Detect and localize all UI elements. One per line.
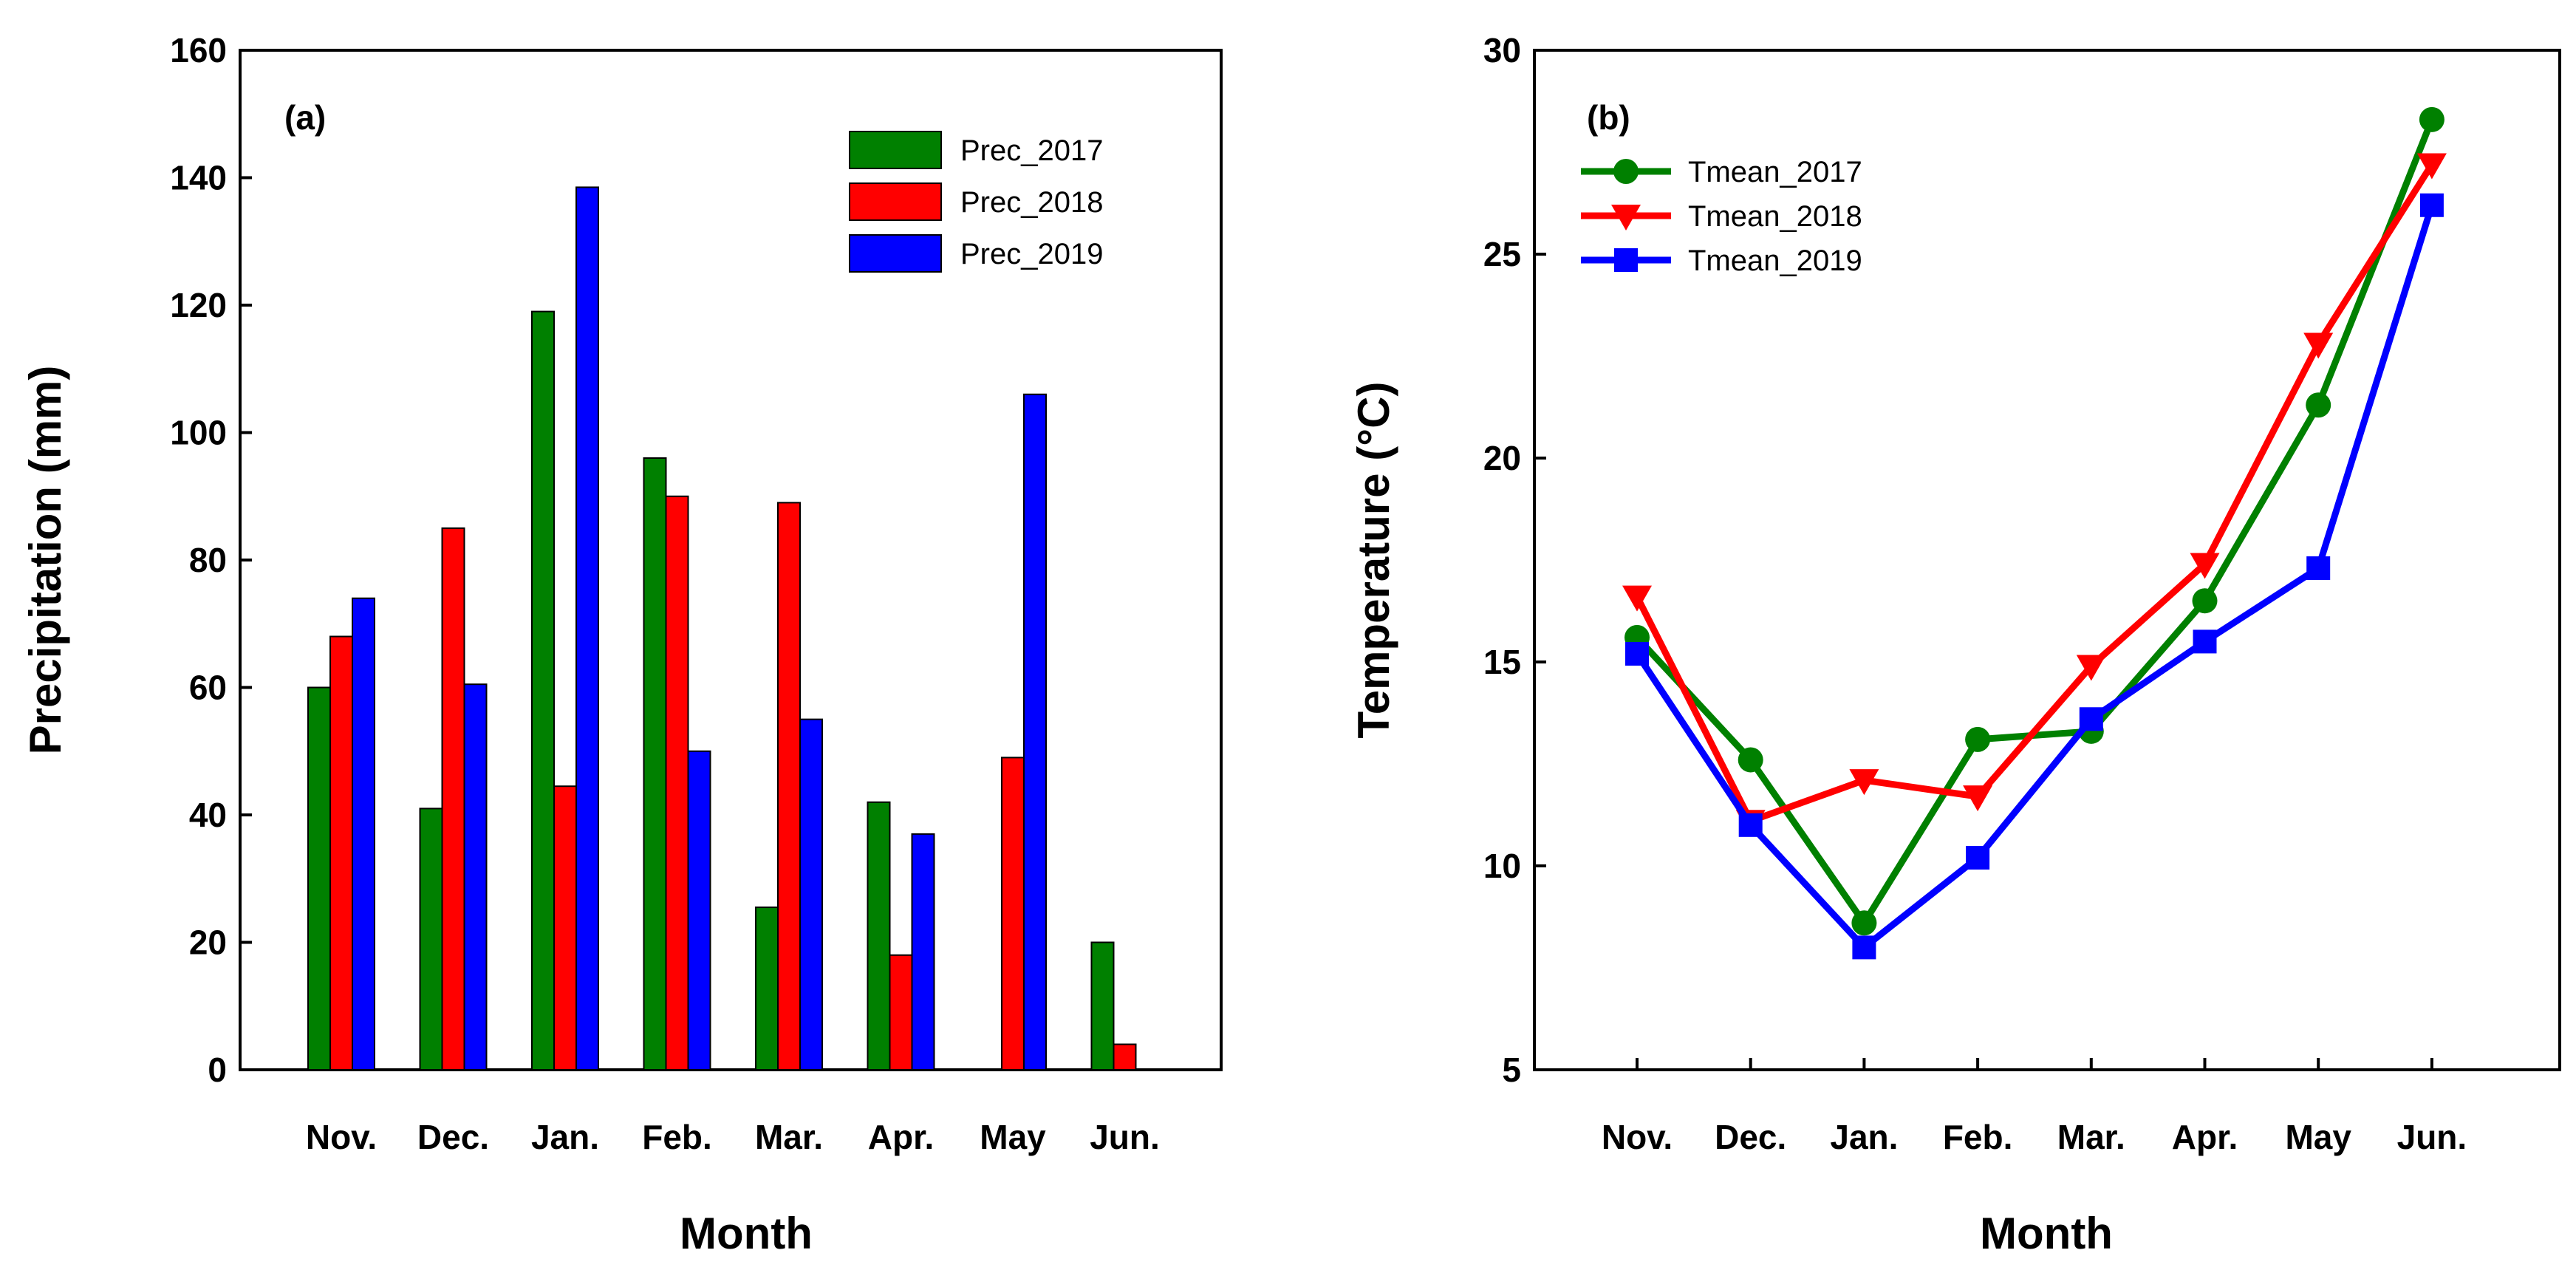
bar-prec-2019-jan [575, 186, 599, 1071]
panel-a-label: (a) [284, 98, 326, 137]
point-tmean-2017-apr [2192, 588, 2218, 614]
point-tmean-2018-jun [2416, 153, 2447, 180]
bar-prec-2018-dec [441, 527, 465, 1071]
bar-prec-2018-feb [665, 495, 689, 1071]
bar-prec-2019-mar [799, 718, 823, 1071]
point-tmean-2018-mar [2076, 655, 2106, 681]
point-tmean-2019-feb [1966, 845, 1990, 870]
panel-b-frame [1533, 49, 2561, 1071]
panel-a-x-tick-label: Dec. [417, 1118, 489, 1156]
panel-b-x-axis-label: Month [1980, 1209, 2113, 1258]
panel-a-y-tick-label: 20 [189, 924, 227, 962]
panel-b-x-tick-label: Nov. [1602, 1118, 1673, 1156]
panel-b-x-tick-label: Jun. [2397, 1118, 2467, 1156]
bar-prec-2018-may [1001, 757, 1025, 1071]
bar-prec-2018-jan [553, 785, 577, 1071]
legend-marker-tmean-2018 [1611, 205, 1641, 231]
point-tmean-2018-jan [1849, 769, 1879, 796]
point-tmean-2017-feb [1965, 726, 1991, 752]
panel-b-y-tick-label: 15 [1483, 643, 1521, 681]
panel-a-y-tick-label: 120 [170, 286, 227, 324]
panel-b-y-tick-label: 5 [1502, 1051, 1521, 1089]
bar-prec-2017-dec [419, 808, 443, 1071]
panel-a-x-tick-label: Jan. [531, 1118, 599, 1156]
bar-prec-2019-apr [911, 833, 935, 1071]
panel-a-x-tick-label: Nov. [306, 1118, 377, 1156]
temperature-line-chart: (b) Month Temperature (°C) 5 10 15 20 25 30 No… [1349, 31, 2561, 1258]
bar-prec-2017-mar [755, 907, 779, 1071]
legend-label-prec-2017: Prec_2017 [960, 134, 1103, 167]
bar-prec-2018-mar [777, 502, 801, 1071]
bar-prec-2019-nov [352, 597, 375, 1071]
panel-a-y-tick-label: 160 [170, 31, 227, 69]
line-tmean-2019 [1634, 204, 2436, 951]
panel-b-y-tick-label: 30 [1483, 31, 1521, 69]
panel-a-x-axis-label: Month [680, 1209, 813, 1258]
panel-a-x-tick-label: May [980, 1118, 1046, 1156]
bar-prec-2018-jun [1113, 1043, 1137, 1071]
bar-prec-2017-feb [643, 457, 667, 1071]
panel-a-y-tick-label: 0 [208, 1051, 227, 1089]
point-tmean-2018-nov [1622, 585, 1652, 612]
panel-a-y-tick-label: 80 [189, 541, 227, 579]
panel-a-y-axis-label: Precipitation (mm) [21, 366, 70, 755]
point-tmean-2017-may [2306, 392, 2331, 418]
bar-prec-2017-nov [307, 686, 331, 1071]
panel-a-x-tick-label: Mar. [755, 1118, 823, 1156]
point-tmean-2017-jan [1851, 910, 1877, 936]
panel-a-y-tick-label: 140 [170, 159, 227, 197]
line-tmean-2018 [1633, 163, 2435, 825]
panel-a-x-tick-label: Apr. [868, 1118, 934, 1156]
legend-marker-tmean-2019 [1614, 248, 1638, 272]
panel-b-y-tick-label: 20 [1483, 439, 1521, 477]
point-tmean-2018-may [2303, 332, 2334, 359]
point-tmean-2019-may [2306, 556, 2331, 581]
panel-b-x-tick-label: Apr. [2172, 1118, 2238, 1156]
panel-a-x-tick-label: Jun. [1090, 1118, 1160, 1156]
bar-prec-2017-jan [531, 310, 555, 1071]
point-tmean-2018-feb [1963, 785, 1993, 812]
legend-swatch-prec-2017 [849, 131, 942, 169]
line-tmean-2017 [1634, 118, 2436, 926]
legend-label-tmean-2017: Tmean_2017 [1688, 156, 1862, 188]
bar-prec-2019-may [1023, 393, 1047, 1071]
panel-b-x-tick-label: Feb. [1943, 1118, 2013, 1156]
panel-a-y-tick-label: 100 [170, 414, 227, 452]
legend-label-tmean-2018: Tmean_2018 [1688, 200, 1862, 233]
point-tmean-2019-mar [2079, 707, 2103, 731]
bar-prec-2019-feb [687, 750, 711, 1071]
bar-prec-2017-apr [867, 801, 891, 1071]
point-tmean-2017-dec [1738, 747, 1763, 773]
panel-b-y-axis-label: Temperature (°C) [1349, 382, 1398, 739]
bar-prec-2019-dec [463, 683, 488, 1071]
point-tmean-2019-jan [1852, 935, 1876, 960]
panel-a-x-tick-label: Feb. [642, 1118, 712, 1156]
precipitation-bar-chart: (a) Month Precipitation (mm) 0 20 40 60 80 10… [21, 31, 1223, 1258]
panel-b-x-tick-label: May [2285, 1118, 2351, 1156]
bar-prec-2017-jun [1090, 941, 1115, 1071]
panel-a-y-tick-label: 40 [189, 796, 227, 834]
panel-b-y-tick-label: 10 [1483, 847, 1521, 885]
bar-prec-2018-apr [889, 954, 913, 1071]
legend-swatch-prec-2019 [849, 234, 942, 273]
point-tmean-2017-jun [2419, 106, 2445, 132]
panel-b-x-tick-label: Jan. [1830, 1118, 1898, 1156]
panel-b-y-tick-label: 25 [1483, 235, 1521, 273]
legend-label-prec-2018: Prec_2018 [960, 186, 1103, 219]
legend-label-tmean-2019: Tmean_2019 [1688, 245, 1862, 277]
point-tmean-2019-apr [2193, 629, 2217, 654]
legend-marker-tmean-2017 [1613, 159, 1639, 184]
bar-prec-2018-nov [329, 635, 353, 1071]
panel-b-label: (b) [1587, 98, 1630, 137]
legend-swatch-prec-2018 [849, 182, 942, 221]
point-tmean-2019-jun [2419, 193, 2444, 217]
legend-label-prec-2019: Prec_2019 [960, 238, 1103, 270]
point-tmean-2019-dec [1738, 813, 1763, 837]
panel-b-x-tick-label: Dec. [1715, 1118, 1786, 1156]
panel-a-y-tick-label: 60 [189, 669, 227, 707]
point-tmean-2018-apr [2190, 553, 2220, 579]
point-tmean-2019-nov [1625, 641, 1649, 666]
panel-b-x-tick-label: Mar. [2057, 1118, 2125, 1156]
